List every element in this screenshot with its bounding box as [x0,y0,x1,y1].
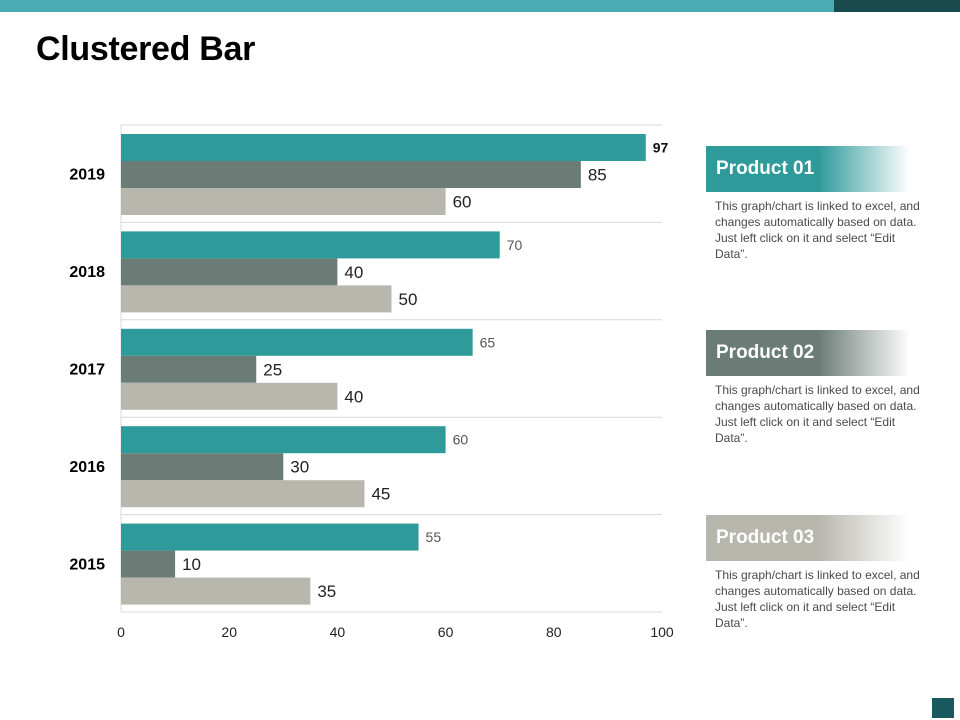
data-label: 50 [399,290,418,309]
bar-product-03-2018 [121,285,392,313]
product-01-title: Product 01 [706,146,910,192]
bar-product-01-2015 [121,523,419,551]
data-label: 35 [317,582,336,601]
data-label: 25 [263,360,282,379]
bar-product-03-2019 [121,188,446,215]
y-category-label: 2015 [69,556,105,573]
data-label: 60 [453,432,469,448]
product-03-panel: Product 03 This graph/chart is linked to… [706,515,936,631]
x-tick-label: 20 [221,624,237,640]
bar-product-01-2017 [121,328,473,356]
product-01-description: This graph/chart is linked to excel, and… [715,199,920,261]
top-accent-bar [0,0,960,12]
bar-product-02-2017 [121,355,257,383]
data-label: 10 [182,555,201,574]
data-label: 65 [480,334,496,350]
y-category-label: 2017 [69,362,105,379]
x-tick-label: 40 [330,624,346,640]
data-label: 97 [653,140,669,156]
data-label: 30 [290,458,309,477]
data-label: 85 [588,166,607,185]
product-01-panel: Product 01 This graph/chart is linked to… [706,146,936,262]
bar-product-03-2017 [121,382,338,410]
x-tick-label: 100 [650,624,674,640]
x-tick-label: 0 [117,624,125,640]
data-label: 45 [371,485,390,504]
data-label: 40 [344,263,363,282]
x-tick-label: 80 [546,624,562,640]
product-02-title: Product 02 [706,330,910,376]
data-label: 40 [344,387,363,406]
product-02-panel: Product 02 This graph/chart is linked to… [706,330,936,446]
top-accent-bar-end [834,0,960,12]
corner-square [932,698,954,718]
bar-product-01-2016 [121,426,446,454]
data-label: 70 [507,237,523,253]
product-03-title: Product 03 [706,515,910,561]
y-category-label: 2018 [69,264,105,281]
y-category-label: 2016 [69,459,105,476]
x-tick-label: 60 [438,624,454,640]
slide-title: Clustered Bar [36,30,256,68]
bar-product-02-2018 [121,258,338,286]
bar-product-02-2016 [121,453,284,481]
data-label: 55 [426,529,442,545]
bar-product-03-2016 [121,480,365,508]
y-category-label: 2019 [69,167,105,184]
bar-product-01-2018 [121,231,500,259]
bar-product-03-2015 [121,577,311,605]
top-accent-bar-main [0,0,834,12]
bar-product-02-2015 [121,550,176,578]
product-02-description: This graph/chart is linked to excel, and… [715,383,920,445]
bar-product-01-2019 [121,134,646,161]
product-03-description: This graph/chart is linked to excel, and… [715,568,920,630]
data-label: 60 [453,193,472,212]
bar-product-02-2019 [121,161,581,188]
